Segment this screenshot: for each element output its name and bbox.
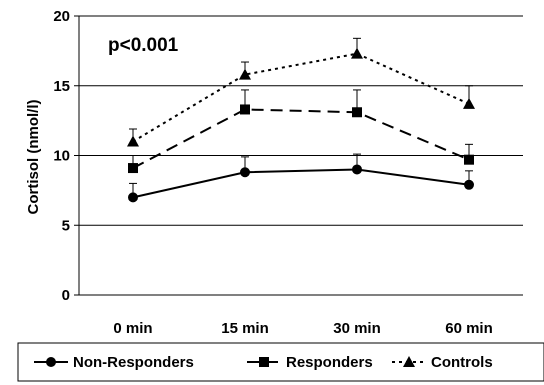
series-triangle (127, 37, 475, 147)
legend-label: Responders (286, 354, 373, 371)
legend-marker (259, 357, 269, 367)
series (127, 37, 475, 203)
legend: Non-Responders Responders Controls (17, 342, 544, 382)
legend-label: Controls (431, 354, 493, 371)
data-point (240, 104, 250, 115)
x-tick-label: 0 min (113, 320, 152, 337)
series-circle (128, 153, 474, 203)
legend-box (17, 342, 544, 382)
data-point (351, 47, 363, 59)
series-square (128, 89, 474, 174)
data-point (464, 179, 474, 190)
y-tick-label: 10 (53, 148, 70, 165)
data-point (240, 167, 250, 178)
y-tick-label: 15 (53, 78, 70, 95)
legend-marker (403, 356, 415, 367)
y-tick-label: 0 (62, 287, 70, 304)
legend-item: Controls (392, 354, 493, 371)
y-tick-label: 5 (62, 217, 70, 234)
data-point (352, 107, 362, 118)
data-point (239, 68, 251, 80)
series-line (132, 108, 470, 169)
legend-label: Non-Responders (73, 354, 194, 371)
gridlines (79, 15, 523, 226)
series-line (132, 52, 470, 143)
legend-item: Non-Responders (34, 354, 194, 371)
y-axis-label: Cortisol (nmol/l) (25, 100, 42, 215)
x-tick-label: 60 min (445, 320, 493, 337)
x-tick-label: 30 min (333, 320, 381, 337)
data-point (127, 135, 139, 147)
data-point (128, 163, 138, 174)
series-line (132, 168, 470, 199)
x-tick-label: 15 min (221, 320, 269, 337)
y-tick-labels: 0 5 10 15 20 (53, 8, 70, 304)
axes (74, 15, 523, 296)
x-tick-labels: 0 min 15 min 30 min 60 min (113, 320, 492, 337)
data-point (352, 164, 362, 175)
y-tick-label: 20 (53, 8, 70, 25)
p-value-annotation: p<0.001 (108, 35, 179, 56)
legend-marker (46, 357, 56, 367)
data-point (464, 154, 474, 165)
data-point (128, 192, 138, 203)
data-point (463, 97, 475, 109)
legend-item: Responders (247, 354, 373, 371)
